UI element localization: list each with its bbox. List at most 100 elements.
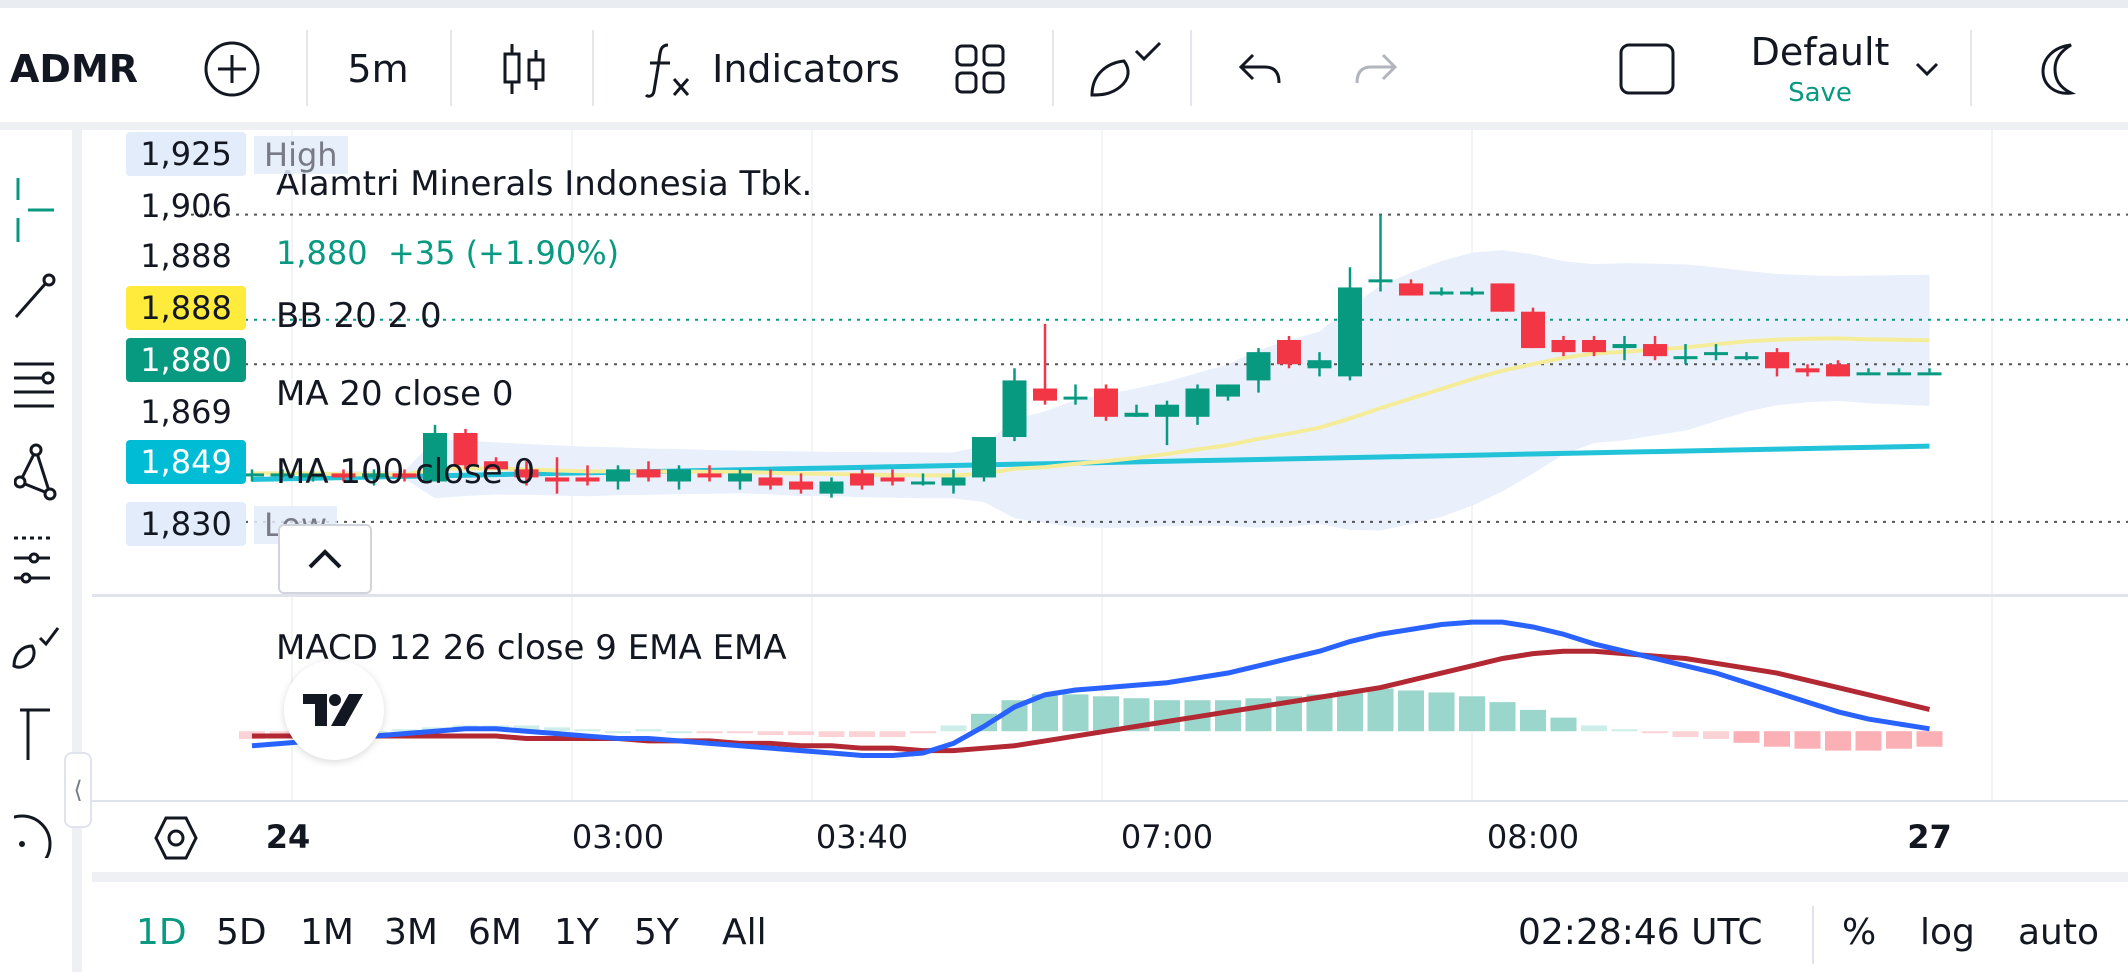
macd-legend[interactable]: MACD 12 26 close 9 EMA EMA bbox=[276, 628, 787, 668]
price-scale-label: 1,925 bbox=[126, 132, 246, 176]
fib-tool[interactable] bbox=[0, 348, 72, 420]
candle bbox=[453, 428, 478, 470]
range-button-all[interactable]: All bbox=[722, 912, 767, 953]
price-scale-label: 1,906 bbox=[140, 187, 232, 225]
toolbar-separator bbox=[1970, 30, 1972, 106]
candle bbox=[1795, 364, 1820, 377]
top-status-strip bbox=[0, 0, 2128, 8]
tradingview-logo[interactable] bbox=[284, 660, 384, 760]
range-button-3m[interactable]: 3M bbox=[384, 912, 438, 953]
crosshair-tool[interactable] bbox=[0, 174, 72, 246]
fullscreen-button[interactable] bbox=[1616, 8, 1678, 130]
macd-histogram-bar bbox=[1367, 688, 1394, 732]
candle-body bbox=[240, 473, 264, 477]
candle-body bbox=[1155, 404, 1179, 417]
brush-tool[interactable] bbox=[0, 608, 72, 680]
time-label: 03:40 bbox=[815, 818, 909, 856]
candle bbox=[789, 473, 813, 494]
layout-menu-button[interactable]: Default Save bbox=[1720, 8, 1920, 130]
time-label: 27 bbox=[1907, 818, 1952, 856]
text-tool[interactable] bbox=[0, 698, 72, 770]
interval-button[interactable]: 5m bbox=[347, 47, 409, 91]
trend-line-tool[interactable] bbox=[0, 260, 72, 332]
layout-dropdown-button[interactable] bbox=[1912, 8, 1942, 130]
toolbar-separator bbox=[450, 30, 452, 106]
undo-button[interactable] bbox=[1234, 8, 1286, 130]
candle bbox=[758, 469, 783, 490]
candle-body bbox=[1795, 368, 1820, 373]
macd-histogram-bar bbox=[513, 725, 540, 732]
candle-body bbox=[1002, 380, 1027, 438]
candle bbox=[362, 469, 386, 486]
range-button-5d[interactable]: 5D bbox=[216, 912, 267, 953]
chart-settings-button[interactable] bbox=[150, 812, 202, 864]
macd-histogram-bar bbox=[940, 725, 967, 732]
templates-button[interactable] bbox=[950, 8, 1010, 130]
projection-tool[interactable] bbox=[0, 522, 72, 594]
measure-tool[interactable] bbox=[0, 800, 72, 872]
ma20-legend[interactable]: MA 20 close 0 bbox=[276, 374, 514, 414]
pattern-tool[interactable] bbox=[0, 436, 72, 508]
bb-legend[interactable]: BB 20 2 0 bbox=[276, 296, 442, 336]
candle bbox=[1826, 360, 1850, 377]
candle bbox=[240, 469, 264, 482]
legend-collapse-button[interactable] bbox=[278, 524, 372, 594]
macd-histogram-bar bbox=[635, 729, 662, 732]
macd-histogram-bar bbox=[1672, 731, 1699, 738]
toolbar-collapse-tab[interactable]: ⟨ bbox=[64, 752, 92, 828]
candle bbox=[514, 461, 539, 486]
toolbar-separator bbox=[1052, 30, 1054, 106]
candle bbox=[1551, 335, 1576, 357]
candle bbox=[1246, 348, 1271, 393]
candle-body bbox=[1704, 352, 1728, 356]
indicators-button[interactable]: Indicators bbox=[636, 8, 906, 130]
symbol-search-button[interactable]: ADMR bbox=[10, 47, 139, 91]
candle-body bbox=[819, 481, 844, 494]
candle bbox=[1063, 384, 1088, 405]
range-button-1m[interactable]: 1M bbox=[300, 912, 354, 953]
range-button-1d[interactable]: 1D bbox=[136, 912, 187, 953]
drawing-tools-button[interactable] bbox=[1084, 8, 1168, 130]
compare-symbol-button[interactable] bbox=[202, 8, 262, 130]
macd-histogram-bar bbox=[1794, 731, 1821, 749]
log-toggle[interactable]: log bbox=[1920, 912, 1975, 953]
redo-button[interactable] bbox=[1350, 8, 1402, 130]
candle-body bbox=[1765, 352, 1789, 369]
time-axis[interactable]: 24 03:00 03:40 07:00 08:00 27 bbox=[92, 800, 2128, 872]
auto-toggle[interactable]: auto bbox=[2018, 912, 2100, 953]
percent-toggle[interactable]: % bbox=[1842, 912, 1877, 953]
fib-lines-icon bbox=[14, 362, 55, 408]
macd-histogram-bar bbox=[1642, 731, 1668, 734]
indicators-label: Indicators bbox=[712, 47, 900, 91]
candle bbox=[1124, 404, 1149, 417]
layout-save-link[interactable]: Save bbox=[1788, 78, 1852, 108]
candle-body bbox=[1887, 372, 1911, 376]
candle-body bbox=[1673, 356, 1698, 360]
macd-histogram-bar bbox=[1825, 731, 1851, 751]
chart-type-button[interactable] bbox=[494, 8, 554, 130]
macd-histogram-bar bbox=[1916, 731, 1943, 747]
drawing-toolbar bbox=[0, 130, 82, 972]
candle-body bbox=[453, 432, 478, 466]
price-change: 1,880 +35 (+1.90%) bbox=[276, 234, 619, 272]
candle bbox=[1185, 384, 1210, 425]
macd-histogram-bar bbox=[788, 731, 814, 736]
candle-body bbox=[1917, 372, 1942, 376]
price-chart[interactable] bbox=[92, 130, 2128, 800]
utc-clock[interactable]: 02:28:46 UTC bbox=[1518, 912, 1763, 953]
candle-body bbox=[1460, 291, 1484, 295]
ma100-legend[interactable]: MA 100 close 0 bbox=[276, 452, 536, 492]
candle-body bbox=[1643, 344, 1667, 357]
high-label: High bbox=[254, 136, 348, 174]
range-button-1y[interactable]: 1Y bbox=[554, 912, 599, 953]
theme-toggle-button[interactable] bbox=[2030, 8, 2086, 130]
candle-body bbox=[1094, 388, 1118, 417]
range-button-6m[interactable]: 6M bbox=[468, 912, 522, 953]
macd-histogram-bar bbox=[1459, 696, 1485, 732]
candle bbox=[1704, 344, 1728, 361]
range-button-5y[interactable]: 5Y bbox=[634, 912, 679, 953]
pattern-icon bbox=[14, 443, 57, 501]
pane-separator[interactable] bbox=[92, 594, 2128, 597]
candle bbox=[1734, 352, 1759, 361]
candles bbox=[240, 214, 1942, 498]
